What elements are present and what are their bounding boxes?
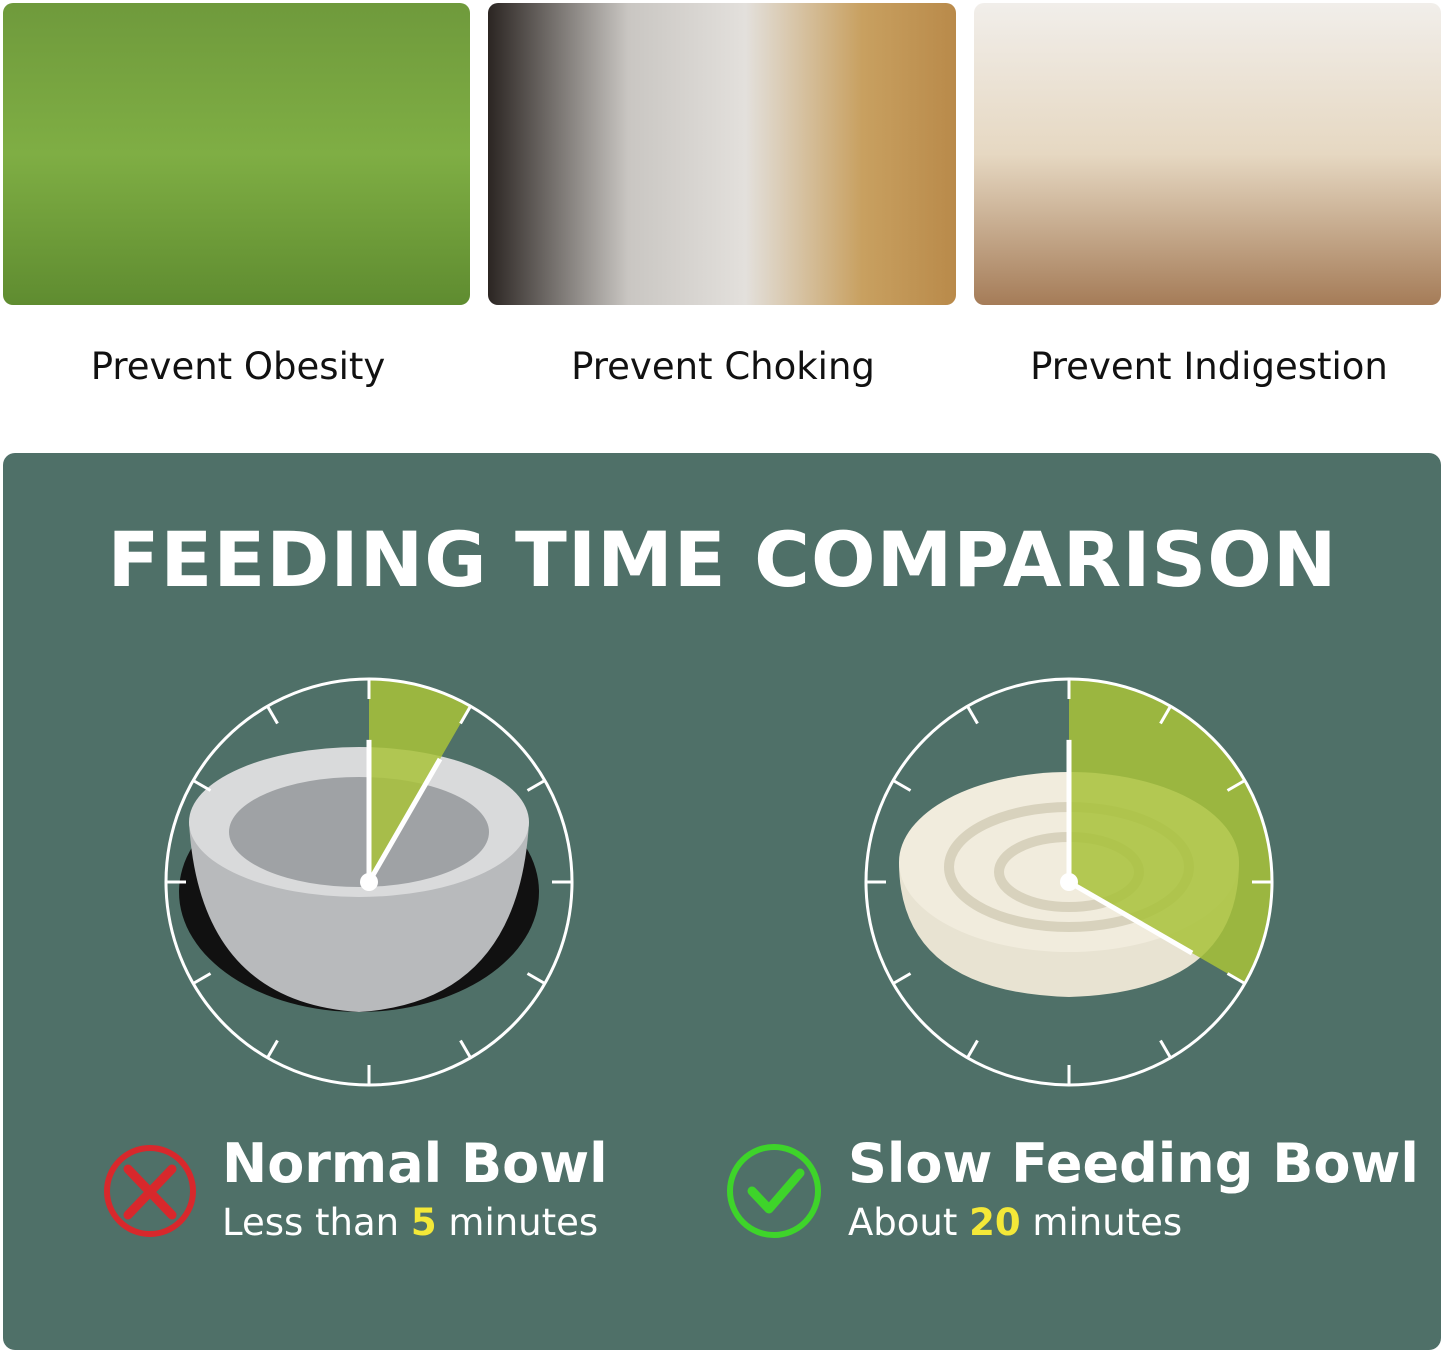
time-suffix: minutes	[436, 1201, 599, 1244]
clock-tick	[459, 705, 472, 725]
clock-tick	[1159, 705, 1172, 725]
clock-tick	[892, 779, 912, 792]
clock-tick	[192, 972, 212, 985]
clock-tick	[966, 705, 979, 725]
time-wedge	[369, 679, 471, 882]
caption-obesity: Prevent Obesity	[90, 345, 386, 388]
photo-dog-choking	[488, 3, 956, 305]
caption-choking: Prevent Choking	[571, 345, 875, 388]
comparison-title: FEEDING TIME COMPARISON	[107, 515, 1338, 604]
clock-tick	[1159, 1039, 1172, 1059]
normal-bowl-clock	[164, 677, 574, 1087]
clock-hand-end	[1067, 879, 1194, 956]
time-prefix: Less than	[222, 1201, 411, 1244]
clock-tick	[459, 1039, 472, 1059]
cross-icon	[104, 1145, 196, 1237]
photo-dog-indigestion	[974, 3, 1441, 305]
clock-tick	[526, 779, 546, 792]
clock-tick	[892, 972, 912, 985]
clock-tick	[1226, 779, 1246, 792]
clock-center	[1060, 873, 1078, 891]
slow-bowl-title: Slow Feeding Bowl	[848, 1132, 1419, 1195]
clock-tick	[266, 1039, 279, 1059]
clock-hand-end	[366, 757, 443, 884]
check-icon	[727, 1144, 821, 1238]
clock-tick	[526, 972, 546, 985]
time-value: 5	[410, 1201, 437, 1244]
time-suffix: minutes	[1020, 1201, 1183, 1244]
time-wedge	[1069, 679, 1272, 984]
clock-center	[360, 873, 378, 891]
photo-obese-pug	[3, 3, 470, 305]
stainless-bowl	[179, 747, 539, 1012]
normal-bowl-title: Normal Bowl	[222, 1132, 608, 1195]
slow-bowl-clock	[864, 677, 1274, 1087]
clock-tick	[1226, 972, 1246, 985]
clock-tick	[192, 779, 212, 792]
time-value: 20	[969, 1201, 1021, 1244]
caption-indigestion: Prevent Indigestion	[1030, 345, 1388, 388]
normal-bowl-time: Less than 5 minutes	[222, 1201, 598, 1244]
clock-tick	[966, 1039, 979, 1059]
clock-tick	[266, 705, 279, 725]
slow-bowl-time: About 20 minutes	[848, 1201, 1182, 1244]
time-prefix: About	[848, 1201, 970, 1244]
